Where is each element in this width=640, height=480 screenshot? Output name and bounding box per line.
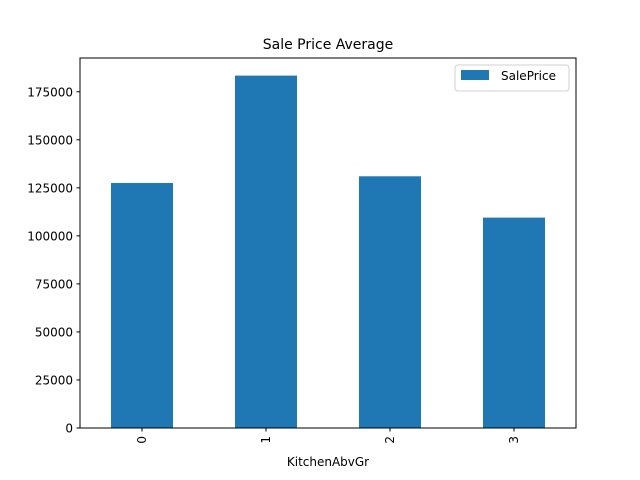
y-tick-label: 0: [65, 422, 73, 436]
legend-label: SalePrice: [501, 69, 556, 83]
y-tick-label: 25000: [35, 373, 73, 387]
legend[interactable]: SalePrice: [454, 64, 570, 92]
bar-1: [235, 75, 297, 428]
y-tick-label: 100000: [27, 229, 73, 243]
bar-3: [483, 217, 545, 428]
chart-title: Sale Price Average: [263, 37, 394, 53]
y-tick-label: 125000: [27, 181, 73, 195]
bar-0: [111, 183, 173, 428]
x-tick-label: 0: [135, 436, 149, 444]
x-tick-label: 3: [507, 436, 521, 444]
axes-frame: [79, 57, 577, 429]
y-tick-label: 50000: [35, 325, 73, 339]
x-axis-label: KitchenAbvGr: [287, 455, 369, 469]
legend-swatch: [461, 70, 489, 80]
x-tick-label: 1: [259, 436, 273, 444]
y-tick-label: 175000: [27, 85, 73, 99]
y-tick-label: 150000: [27, 133, 73, 147]
bars-group: [111, 75, 545, 428]
x-axis: 0 1 2 3: [135, 428, 521, 444]
y-tick-label: 75000: [35, 277, 73, 291]
x-tick-label: 2: [383, 436, 397, 444]
bar-2: [359, 176, 421, 428]
y-axis: 0 25000 50000 75000 100000 125000 150000 175000: [27, 85, 80, 436]
